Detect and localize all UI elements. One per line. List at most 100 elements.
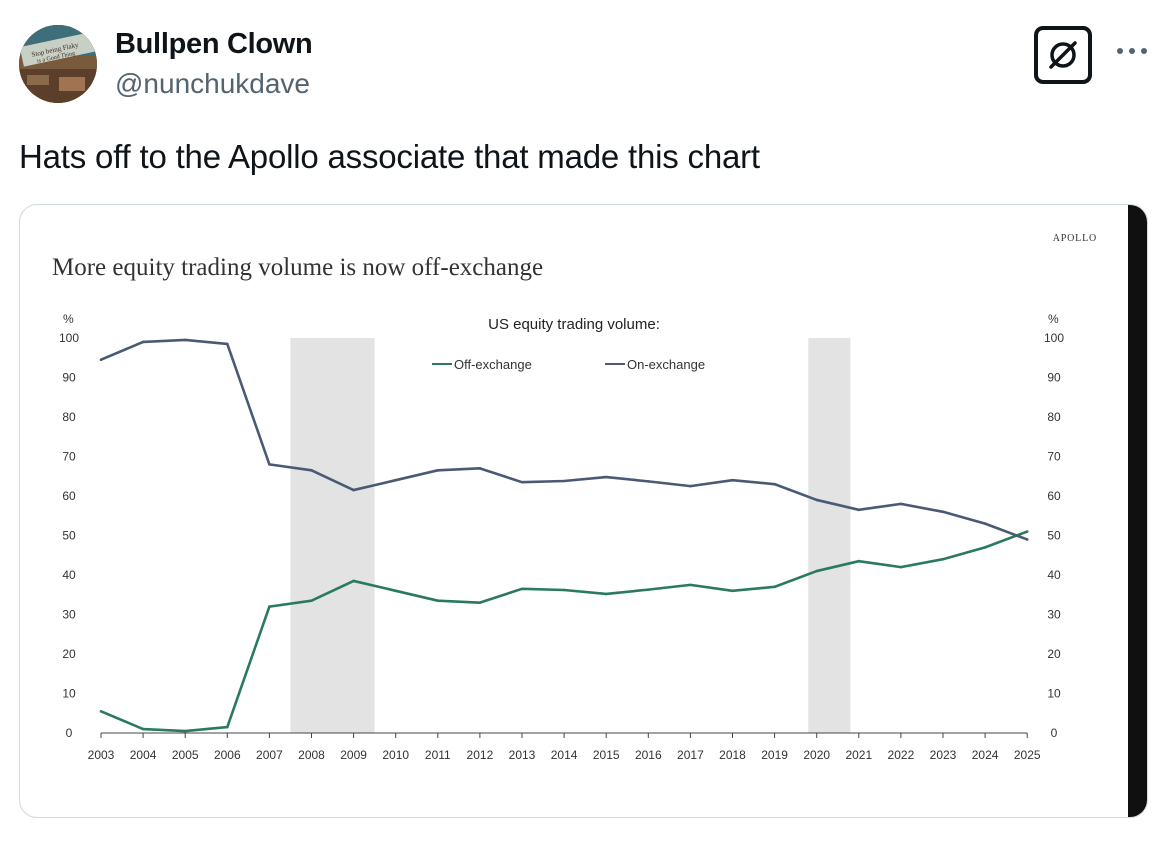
- y-axis-right-unit: %: [1048, 312, 1059, 326]
- data-point-on-exchange-2017: [689, 484, 692, 488]
- data-point-on-exchange-2008: [310, 469, 313, 472]
- x-tick-2011: 2011: [425, 748, 451, 762]
- x-tick-2022: 2022: [888, 748, 915, 762]
- grok-button[interactable]: [1034, 26, 1092, 84]
- x-tick-2009: 2009: [340, 748, 367, 762]
- recession-band-2: [808, 338, 851, 733]
- more-options-button[interactable]: [1112, 36, 1152, 66]
- x-tick-2013: 2013: [509, 748, 536, 762]
- data-point-off-exchange-2020: [815, 569, 818, 573]
- y-tick-right-100: 100: [1044, 331, 1064, 345]
- chart-title: More equity trading volume is now off-ex…: [52, 254, 543, 281]
- data-point-off-exchange-2018: [731, 589, 734, 593]
- x-tick-2006: 2006: [214, 748, 241, 762]
- x-tick-2023: 2023: [930, 748, 957, 762]
- data-point-off-exchange-2025: [1025, 530, 1029, 533]
- data-point-off-exchange-2007: [268, 605, 271, 608]
- x-tick-2017: 2017: [677, 748, 704, 762]
- recession-band-1: [290, 338, 375, 733]
- data-point-on-exchange-2019: [773, 482, 776, 486]
- display-name[interactable]: Bullpen Clown: [115, 28, 313, 60]
- y-tick-left-60: 60: [62, 489, 76, 503]
- x-tick-2012: 2012: [467, 748, 494, 762]
- user-handle[interactable]: @nunchukdave: [115, 68, 311, 99]
- data-point-off-exchange-2004: [141, 727, 145, 731]
- data-point-off-exchange-2022: [899, 565, 903, 569]
- y-tick-left-100: 100: [59, 331, 79, 345]
- y-tick-left-80: 80: [62, 410, 76, 424]
- data-point-off-exchange-2017: [689, 583, 692, 587]
- y-tick-right-40: 40: [1047, 568, 1061, 582]
- image-dark-edge: [1128, 205, 1147, 817]
- x-tick-2020: 2020: [803, 748, 830, 762]
- data-point-on-exchange-2010: [394, 478, 398, 482]
- data-point-on-exchange-2003: [99, 358, 103, 362]
- y-tick-left-70: 70: [62, 450, 76, 464]
- data-point-on-exchange-2012: [478, 467, 482, 470]
- data-point-off-exchange-2024: [983, 546, 987, 549]
- data-point-off-exchange-2010: [394, 589, 398, 593]
- tweet-text: Hats off to the Apollo associate that ma…: [19, 138, 760, 175]
- data-point-off-exchange-2011: [436, 599, 440, 602]
- y-tick-right-60: 60: [1047, 489, 1061, 503]
- data-point-off-exchange-2008: [310, 599, 313, 602]
- data-point-on-exchange-2018: [731, 478, 734, 482]
- y-tick-left-0: 0: [66, 726, 73, 740]
- legend-label-off-exchange: Off-exchange: [454, 357, 532, 372]
- x-tick-2019: 2019: [761, 748, 788, 762]
- y-tick-left-90: 90: [62, 371, 76, 385]
- data-point-on-exchange-2015: [604, 475, 608, 479]
- y-tick-right-30: 30: [1047, 608, 1061, 622]
- data-point-off-exchange-2021: [857, 559, 861, 563]
- x-tick-2003: 2003: [88, 748, 115, 762]
- y-tick-left-10: 10: [62, 687, 76, 701]
- y-tick-right-80: 80: [1047, 410, 1061, 424]
- data-point-on-exchange-2007: [268, 463, 271, 466]
- x-tick-2018: 2018: [719, 748, 746, 762]
- x-tick-2014: 2014: [551, 748, 578, 762]
- data-point-off-exchange-2014: [562, 588, 566, 592]
- data-point-off-exchange-2006: [226, 725, 229, 729]
- x-tick-2016: 2016: [635, 748, 662, 762]
- x-tick-2005: 2005: [172, 748, 199, 762]
- data-point-off-exchange-2005: [183, 729, 187, 733]
- legend: Off-exchange On-exchange: [432, 357, 705, 372]
- data-point-on-exchange-2016: [647, 480, 650, 483]
- data-point-on-exchange-2025: [1025, 538, 1029, 541]
- data-point-off-exchange-2012: [478, 601, 482, 604]
- data-point-off-exchange-2015: [604, 592, 608, 596]
- x-tick-2008: 2008: [298, 748, 325, 762]
- x-tick-2007: 2007: [256, 748, 283, 762]
- data-point-on-exchange-2014: [562, 479, 566, 483]
- y-tick-right-90: 90: [1047, 371, 1061, 385]
- data-point-off-exchange-2016: [647, 588, 650, 591]
- y-tick-left-50: 50: [62, 529, 76, 543]
- avatar[interactable]: Stop being Flaky is a Good Thing: [19, 25, 97, 103]
- chart-brand: APOLLO: [1053, 233, 1097, 244]
- data-point-on-exchange-2009: [352, 488, 355, 492]
- data-point-on-exchange-2004: [141, 340, 145, 344]
- series-line-on-exchange: [100, 338, 1028, 541]
- x-tick-2015: 2015: [593, 748, 620, 762]
- data-point-on-exchange-2022: [899, 502, 903, 506]
- more-horizontal-icon: [1117, 48, 1147, 54]
- data-point-on-exchange-2013: [520, 480, 524, 484]
- tweet-media-image[interactable]: 0 0 10 10 20 20 30 30 40 40 50 50 60 60 70 70 80 80 90 90 10…: [19, 204, 1148, 818]
- x-tick-2021: 2021: [845, 748, 872, 762]
- data-point-off-exchange-2003: [99, 709, 103, 713]
- grok-slash-icon: [1049, 41, 1077, 69]
- x-tick-2025: 2025: [1014, 748, 1041, 762]
- x-tick-2010: 2010: [382, 748, 409, 762]
- y-tick-right-20: 20: [1047, 647, 1061, 661]
- y-tick-right-50: 50: [1047, 529, 1061, 543]
- legend-label-on-exchange: On-exchange: [627, 357, 705, 372]
- data-point-off-exchange-2023: [941, 557, 945, 561]
- y-axis-left-unit: %: [63, 312, 74, 326]
- y-tick-right-10: 10: [1047, 687, 1061, 701]
- y-tick-left-40: 40: [62, 568, 76, 582]
- data-point-on-exchange-2021: [857, 508, 861, 512]
- data-point-off-exchange-2013: [520, 587, 524, 591]
- data-point-on-exchange-2005: [183, 338, 187, 342]
- x-tick-2024: 2024: [972, 748, 999, 762]
